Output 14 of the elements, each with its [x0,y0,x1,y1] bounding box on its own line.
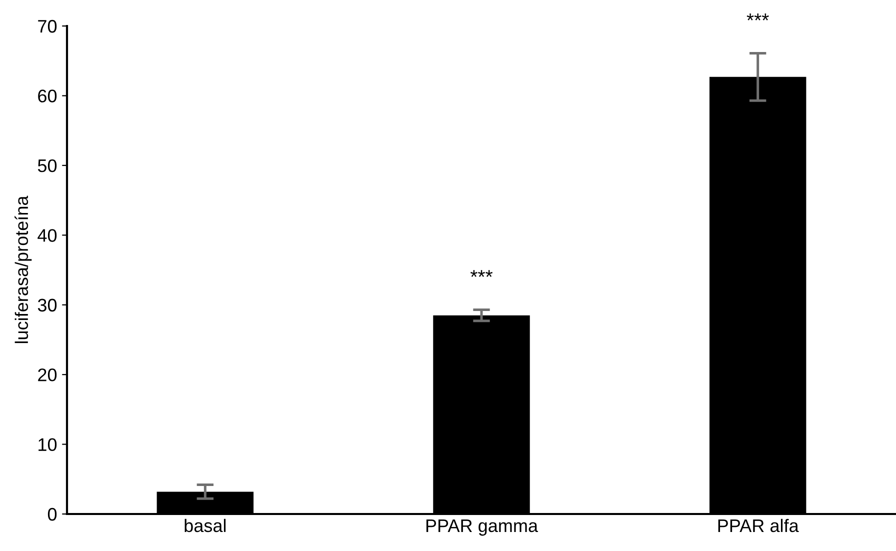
y-tick-label: 10 [38,438,57,452]
x-tick-label: basal [184,518,226,532]
y-tick-label: 50 [38,159,57,172]
y-tick-label: 20 [38,368,57,382]
y-tick-label: 60 [38,90,57,102]
y-tick-label: 0 [48,508,57,521]
annotation: *** [470,270,493,277]
annotation: *** [746,14,769,20]
y-tick-label: 70 [38,20,57,33]
x-tick-label: PPAR gamma [426,520,538,536]
x-tick-label: PPAR alfa [718,518,799,532]
y-tick-label: 30 [38,298,57,312]
y-axis-title: luciferasa/proteína [14,196,32,344]
y-tick-label: 40 [38,229,57,242]
